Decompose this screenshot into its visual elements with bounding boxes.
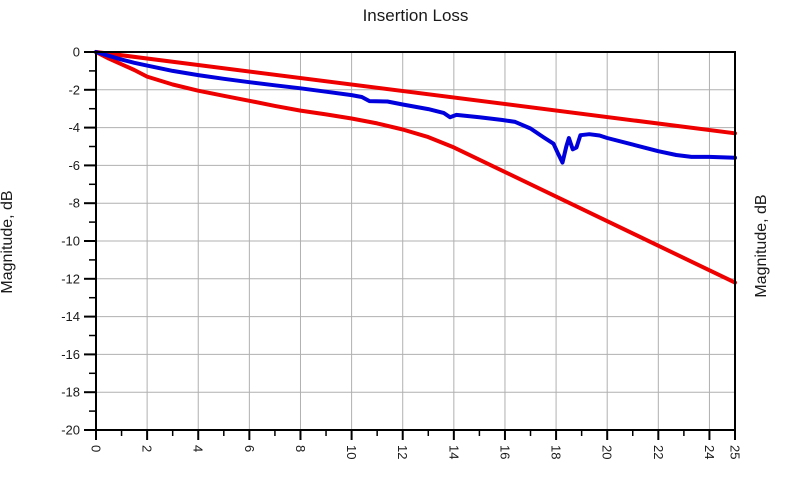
y-tick-label: -18 [61, 385, 80, 400]
y-tick-label: -20 [61, 423, 80, 438]
y-tick-label: -12 [61, 271, 80, 286]
x-tick-label: 25 [728, 445, 743, 459]
x-tick-label: 20 [600, 445, 615, 459]
x-tick-label: 0 [89, 445, 104, 452]
x-tick-label: 14 [446, 445, 461, 459]
x-tick-label: 4 [191, 445, 206, 452]
y-tick-label: -6 [68, 158, 80, 173]
x-tick-label: 8 [293, 445, 308, 452]
y-tick-label: -16 [61, 347, 80, 362]
y-tick-label: -8 [68, 196, 80, 211]
y-tick-label: -2 [68, 82, 80, 97]
measured-insertion-loss-curve [94, 50, 737, 165]
lower-spec-limit-curve [94, 50, 737, 285]
chart-title: Insertion Loss [362, 6, 469, 25]
x-tick-label: 10 [344, 445, 359, 459]
x-tick-label: 16 [497, 445, 512, 459]
x-tick-label: 18 [549, 445, 564, 459]
x-tick-label: 2 [140, 445, 155, 452]
y-tick-label: -4 [68, 120, 80, 135]
x-tick-label: 6 [242, 445, 257, 452]
y-tick-label: -10 [61, 234, 80, 249]
x-tick-label: 12 [395, 445, 410, 459]
y-tick-label: 0 [73, 45, 80, 60]
y-tick-label: -14 [61, 309, 80, 324]
x-tick-label: 24 [702, 445, 717, 459]
x-tick-label: 22 [651, 445, 666, 459]
upper-spec-limit-curve [94, 50, 737, 136]
